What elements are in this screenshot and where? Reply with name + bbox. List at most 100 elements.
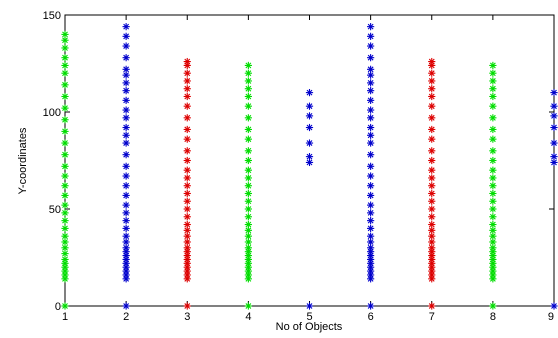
data-point	[367, 23, 375, 31]
data-point	[244, 61, 252, 70]
data-point	[550, 158, 558, 167]
data-point	[244, 220, 252, 229]
data-point	[183, 85, 191, 93]
data-point	[367, 172, 375, 180]
data-point	[489, 302, 497, 310]
data-point	[305, 89, 314, 97]
data-point	[183, 135, 191, 143]
x-axis-title: No of Objects	[276, 321, 343, 333]
data-point	[428, 85, 436, 93]
series-column-2	[122, 23, 130, 310]
data-point	[183, 125, 191, 134]
data-point	[367, 162, 375, 170]
series-column-8	[489, 61, 497, 310]
data-point	[367, 201, 375, 209]
data-point	[122, 209, 130, 217]
data-point	[183, 174, 191, 182]
data-point	[61, 81, 69, 89]
data-point	[61, 30, 69, 38]
data-point	[122, 114, 130, 122]
data-point	[244, 174, 252, 182]
x-tick-label: 7	[429, 311, 435, 323]
data-point	[244, 69, 252, 77]
data-point	[428, 166, 436, 174]
data-point	[183, 182, 191, 190]
data-point	[367, 232, 375, 240]
data-point	[122, 32, 130, 40]
data-point	[489, 61, 497, 70]
data-point	[122, 151, 130, 159]
y-tick-label: 150	[43, 10, 61, 22]
data-point	[367, 302, 375, 310]
data-point	[122, 42, 130, 50]
data-point	[183, 156, 191, 165]
data-point	[428, 77, 436, 85]
data-point	[183, 302, 191, 310]
data-point	[122, 217, 130, 225]
data-point	[489, 69, 497, 77]
data-point	[244, 244, 252, 252]
data-point	[183, 92, 191, 101]
data-point	[367, 217, 375, 225]
data-point	[428, 205, 436, 213]
data-point	[61, 139, 69, 147]
data-point	[122, 162, 130, 170]
data-point	[489, 102, 497, 110]
data-point	[367, 79, 375, 87]
data-point	[489, 85, 497, 93]
data-point	[122, 182, 130, 190]
data-point	[183, 77, 191, 85]
data-point	[428, 197, 436, 205]
data-point	[244, 205, 252, 213]
data-point	[122, 54, 130, 62]
x-tick-label: 1	[62, 311, 68, 323]
data-point	[122, 201, 130, 209]
data-point	[489, 114, 497, 122]
data-point	[305, 153, 314, 161]
data-point	[489, 147, 497, 155]
data-point	[305, 123, 314, 132]
data-point	[489, 189, 497, 198]
data-point	[122, 79, 130, 87]
data-point	[367, 224, 375, 232]
data-point	[183, 147, 191, 155]
data-point	[61, 201, 69, 209]
data-point	[367, 65, 375, 73]
data-point	[550, 153, 558, 161]
data-point	[122, 139, 130, 147]
data-point	[61, 232, 69, 240]
data-point	[489, 92, 497, 101]
data-point	[367, 151, 375, 159]
data-point	[367, 191, 375, 200]
data-point	[244, 102, 252, 110]
data-point	[428, 213, 436, 221]
data-point	[428, 147, 436, 155]
data-point	[61, 182, 69, 190]
data-point	[428, 92, 436, 101]
series-column-3	[183, 57, 191, 310]
data-point	[61, 151, 69, 159]
data-point	[122, 87, 130, 95]
data-point	[367, 131, 375, 139]
data-point	[122, 302, 130, 310]
series-column-5	[305, 89, 314, 310]
data-point	[367, 54, 375, 62]
data-point	[183, 166, 191, 174]
data-point	[183, 205, 191, 213]
y-tick-label: 0	[55, 301, 61, 313]
data-point	[61, 209, 69, 217]
data-point	[183, 57, 191, 66]
y-axis: 0 50 100 150	[43, 10, 554, 313]
data-point	[244, 77, 252, 85]
data-point	[61, 250, 69, 258]
data-point	[305, 102, 314, 110]
data-point	[367, 32, 375, 40]
data-point	[428, 182, 436, 190]
y-tick-label: 50	[49, 204, 61, 216]
data-point	[122, 191, 130, 200]
data-point	[550, 302, 558, 310]
data-point	[244, 85, 252, 93]
data-point	[244, 302, 252, 310]
data-point	[244, 135, 252, 143]
